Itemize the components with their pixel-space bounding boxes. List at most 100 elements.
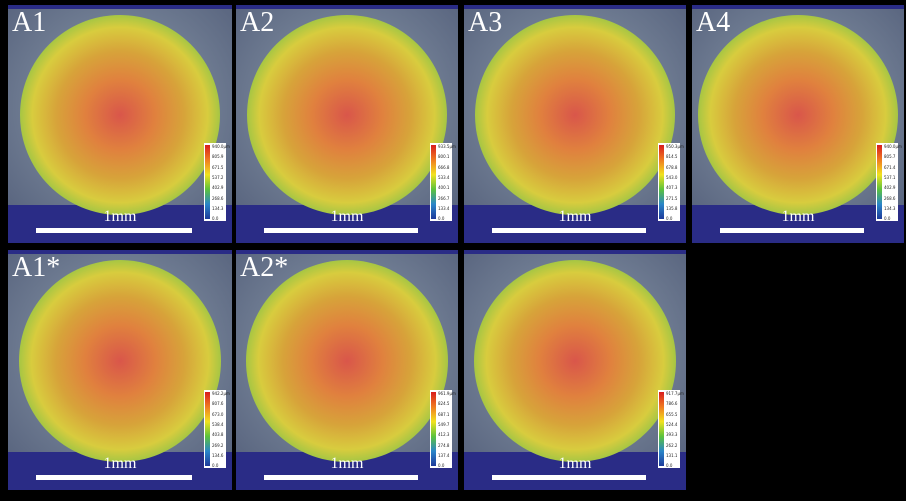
colorbar-tick-label: 0.0 xyxy=(666,216,673,222)
panel-label: A2 xyxy=(240,7,275,38)
colorbar-tick-label: 134.3 xyxy=(212,205,224,211)
colorbar-tick-label: 950.3µm xyxy=(666,144,684,149)
colorbar-tick-label: 538.4 xyxy=(212,421,224,427)
colorbar-tick-label: 0.0 xyxy=(884,216,891,222)
colorbar-gradient xyxy=(205,392,210,466)
scale-bar xyxy=(264,475,418,480)
colorbar-tick-label: 814.5 xyxy=(666,154,678,160)
colorbar-tick-label: 824.5 xyxy=(438,401,450,407)
colorbar-tick-label: 400.1 xyxy=(438,185,450,191)
colorbar-tick-label: 655.5 xyxy=(666,411,678,417)
height-map-disc xyxy=(247,15,447,215)
colorbar-tick-label: 402.9 xyxy=(212,185,224,191)
micrograph-panel: A1* 1mm 942.2µm 807.6 673.0 538.4 403.8 269.2 13… xyxy=(8,250,232,490)
colorbar-tick-label: 268.6 xyxy=(212,195,224,201)
colorbar-tick-label: 262.2 xyxy=(666,442,678,448)
colorbar-tick-label: 266.7 xyxy=(438,195,450,201)
panel-label: A3 xyxy=(468,7,503,38)
height-map-image xyxy=(236,254,458,462)
colorbar-tick-label: 549.7 xyxy=(438,421,450,427)
height-map-image xyxy=(8,254,232,462)
colorbar: 950.3µm 814.5 678.8 543.0 407.3 271.5 135.8 0.0 xyxy=(658,143,684,222)
panel-label: A4 xyxy=(696,7,731,38)
colorbar-tick-label: 933.5µm xyxy=(438,144,456,149)
colorbar: 940.0µm 805.7 671.4 537.1 402.9 268.6 134.3 0.0 xyxy=(876,143,902,222)
micrograph-panel: A3 1mm 950.3µm 814.5 678.8 543.0 407.3 271.5 135… xyxy=(464,5,686,243)
colorbar-tick-label: 0.0 xyxy=(438,463,445,469)
colorbar-tick-label: 133.4 xyxy=(438,205,450,211)
micrograph-panel: A2* 1mm 961.9µm 824.5 687.1 549.7 412.3 274.8 13… xyxy=(236,250,458,490)
height-map-disc xyxy=(20,15,220,215)
colorbar-gradient xyxy=(659,392,664,466)
panel-label: A1 xyxy=(12,7,47,38)
height-map-image xyxy=(236,9,458,215)
height-map-image xyxy=(464,254,686,462)
colorbar-tick-label: 137.4 xyxy=(438,452,450,458)
micrograph-panel: A2 1mm 933.5µm 800.1 666.8 533.4 400.1 266.7 133… xyxy=(236,5,458,243)
colorbar-tick-label: 412.3 xyxy=(438,432,450,438)
colorbar-tick-label: 131.1 xyxy=(666,452,678,458)
height-map-disc xyxy=(246,260,448,462)
height-map-image xyxy=(8,9,232,215)
panel-label: A2* xyxy=(240,252,289,283)
colorbar-tick-label: 533.4 xyxy=(438,174,450,180)
colorbar-gradient xyxy=(877,145,882,219)
colorbar: 917.7µm 786.6 655.5 524.4 393.3 262.2 131.1 0.0 xyxy=(658,390,684,469)
colorbar-tick-label: 671.4 xyxy=(884,164,896,170)
colorbar-tick-label: 0.0 xyxy=(438,216,445,222)
scale-bar-label: 1mm xyxy=(330,455,364,472)
colorbar-tick-label: 961.9µm xyxy=(438,391,456,396)
height-map-disc xyxy=(475,15,675,215)
colorbar-tick-label: 0.0 xyxy=(666,463,673,469)
colorbar-tick-label: 402.9 xyxy=(884,185,896,191)
colorbar-tick-label: 917.7µm xyxy=(666,391,684,396)
colorbar-tick-label: 134.3 xyxy=(884,205,896,211)
panel-label: A1* xyxy=(12,252,61,283)
colorbar-tick-label: 666.8 xyxy=(438,164,450,170)
colorbar-tick-label: 537.2 xyxy=(212,174,224,180)
colorbar-tick-label: 687.1 xyxy=(438,411,450,417)
colorbar-tick-label: 942.2µm xyxy=(212,391,230,396)
colorbar-tick-label: 807.6 xyxy=(212,401,224,407)
height-map-disc xyxy=(698,15,898,215)
micrograph-panel: A1 1mm 940.0µm 805.9 671.5 537.2 402.9 268.6 134… xyxy=(8,5,232,243)
colorbar-tick-label: 274.8 xyxy=(438,442,450,448)
colorbar: 940.0µm 805.9 671.5 537.2 402.9 268.6 134.3 0.0 xyxy=(204,143,230,222)
height-map-image xyxy=(464,9,686,215)
scale-bar-label: 1mm xyxy=(103,455,137,472)
colorbar-tick-label: 678.8 xyxy=(666,164,678,170)
colorbar-tick-label: 268.6 xyxy=(884,195,896,201)
colorbar-tick-label: 134.6 xyxy=(212,452,224,458)
colorbar-tick-label: 805.7 xyxy=(884,154,896,160)
colorbar-tick-label: 673.0 xyxy=(212,411,224,417)
colorbar-tick-label: 393.3 xyxy=(666,432,678,438)
scale-bar-label: 1mm xyxy=(558,455,592,472)
height-map-disc xyxy=(19,260,221,462)
colorbar-tick-label: 940.0µm xyxy=(884,144,902,149)
scale-bar xyxy=(36,475,192,480)
scale-bar-label: 1mm xyxy=(103,208,137,225)
colorbar-tick-label: 271.5 xyxy=(666,195,678,201)
colorbar-gradient xyxy=(431,392,436,466)
scale-bar-label: 1mm xyxy=(330,208,364,225)
scale-bar xyxy=(492,475,646,480)
colorbar-tick-label: 786.6 xyxy=(666,401,678,407)
colorbar: 933.5µm 800.1 666.8 533.4 400.1 266.7 133.4 0.0 xyxy=(430,143,456,222)
colorbar-tick-label: 0.0 xyxy=(212,463,219,469)
colorbar: 942.2µm 807.6 673.0 538.4 403.8 269.2 134.6 0.0 xyxy=(204,390,230,469)
colorbar-tick-label: 800.1 xyxy=(438,154,450,160)
scale-bar xyxy=(36,228,192,233)
colorbar-tick-label: 269.2 xyxy=(212,442,224,448)
scale-bar xyxy=(720,228,864,233)
colorbar-gradient xyxy=(431,145,436,219)
colorbar-tick-label: 537.1 xyxy=(884,174,896,180)
colorbar-tick-label: 407.3 xyxy=(666,185,678,191)
colorbar-tick-label: 0.0 xyxy=(212,216,219,222)
colorbar-tick-label: 940.0µm xyxy=(212,144,230,149)
colorbar-tick-label: 403.8 xyxy=(212,432,224,438)
scale-bar-label: 1mm xyxy=(781,208,815,225)
colorbar-tick-label: 543.0 xyxy=(666,174,678,180)
micrograph-panel: A4 1mm 940.0µm 805.7 671.4 537.1 402.9 268.6 134… xyxy=(692,5,904,243)
height-map-disc xyxy=(474,260,676,462)
